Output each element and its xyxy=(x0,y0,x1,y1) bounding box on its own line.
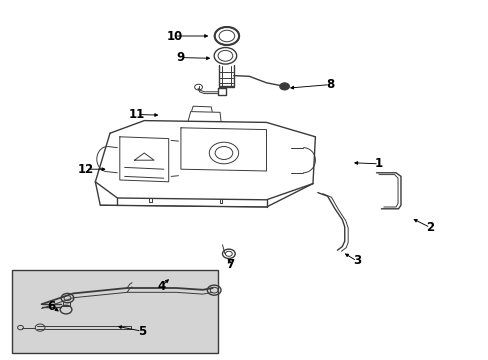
Circle shape xyxy=(279,83,289,90)
Text: 6: 6 xyxy=(47,300,55,312)
Text: 5: 5 xyxy=(138,325,145,338)
Text: 12: 12 xyxy=(77,163,94,176)
Text: 1: 1 xyxy=(374,157,382,170)
Text: 10: 10 xyxy=(166,30,183,42)
Text: 9: 9 xyxy=(177,51,184,64)
Text: 4: 4 xyxy=(157,280,165,293)
Text: 3: 3 xyxy=(352,255,360,267)
Circle shape xyxy=(214,27,239,45)
Text: 8: 8 xyxy=(325,78,333,91)
FancyBboxPatch shape xyxy=(12,270,217,353)
Text: 11: 11 xyxy=(128,108,145,121)
Text: 7: 7 xyxy=(225,258,233,271)
Text: 2: 2 xyxy=(426,221,433,234)
